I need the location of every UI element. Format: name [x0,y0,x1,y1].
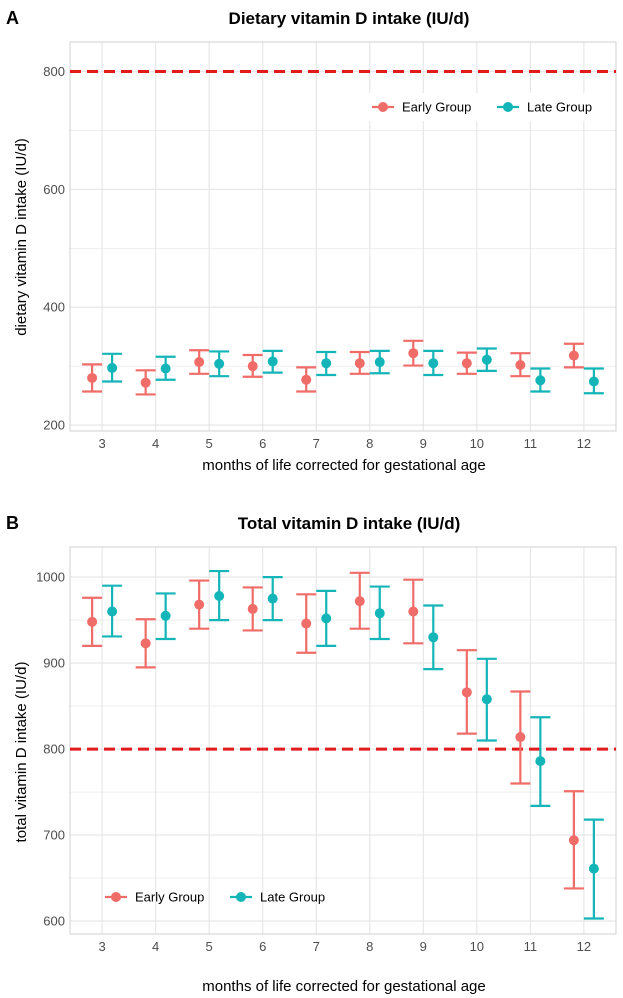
late-point [481,694,492,705]
y-tick-label: 600 [43,914,65,929]
early-point [194,357,205,368]
chart-title-a: Dietary vitamin D intake (IU/d) [229,9,470,28]
late-point [160,363,171,374]
legend-label-early: Early Group [402,100,471,115]
early-point [354,358,365,369]
early-point [247,603,258,614]
plot-area-b: 600 700 800 900 1000 3 4 5 6 7 8 9 10 11 12 Early Group… [36,546,617,954]
legend-key-late-point [503,102,513,112]
x-tick-label: 11 [524,939,538,954]
legend-key-early-point [111,892,121,902]
x-tick-label: 5 [206,436,213,451]
panel-letter-b: B [6,513,19,533]
x-axis-title-a: months of life corrected for gestational… [202,457,486,474]
early-point [408,606,419,617]
y-tick-label: 800 [43,64,65,79]
legend: Early Group Late Group [366,93,606,121]
x-tick-label: 7 [313,436,320,451]
plot-border [69,41,617,432]
x-tick-label: 10 [470,939,484,954]
early-point [87,616,98,627]
late-point [321,613,332,624]
x-tick-label: 5 [206,939,213,954]
late-point [214,591,225,602]
late-point [214,358,225,369]
legend-label-early: Early Group [135,890,204,905]
legend-key-early-point [378,102,388,112]
y-axis-title-b: total vitamin D intake (IU/d) [13,662,30,843]
early-point [301,374,312,385]
early-point [461,358,472,369]
late-point [160,610,171,621]
early-point [461,687,472,698]
early-point [408,348,419,359]
x-tick-label: 7 [313,939,320,954]
early-point [140,638,151,649]
early-point [87,372,98,383]
panel-letter-a: A [6,8,19,28]
y-tick-label: 700 [43,828,65,843]
y-tick-label: 1000 [36,570,65,585]
legend-label-late: Late Group [527,100,592,115]
x-tick-label: 6 [259,939,266,954]
x-tick-label: 8 [366,436,373,451]
x-tick-label: 12 [577,939,591,954]
late-point [267,593,278,604]
late-point [588,376,599,387]
late-point [107,362,118,373]
panel-a-dietary: A Dietary vitamin D intake (IU/d) 200 400… [6,8,617,474]
late-point [107,606,118,617]
x-tick-label: 9 [420,436,427,451]
y-tick-label: 800 [43,742,65,757]
early-point [140,377,151,388]
early-point [194,599,205,610]
late-point [321,358,332,369]
y-tick-label: 600 [43,182,65,197]
early-point [301,618,312,629]
early-point [354,596,365,607]
y-tick-label: 900 [43,656,65,671]
plot-border [69,546,617,935]
x-tick-label: 10 [470,436,484,451]
y-tick-label: 400 [43,300,65,315]
panel-b-total: B Total vitamin D intake (IU/d) 600 700 80… [6,513,617,995]
late-point [374,357,385,368]
late-point [535,756,546,767]
x-axis-title-b: months of life corrected for gestational… [202,978,486,995]
x-tick-label: 8 [366,939,373,954]
chart-title-b: Total vitamin D intake (IU/d) [238,514,461,533]
late-point [428,632,439,643]
legend-key-late-point [236,892,246,902]
early-point [568,350,579,361]
early-point [568,835,579,846]
x-tick-label: 3 [99,939,106,954]
legend-background [366,93,606,121]
early-point [247,361,258,372]
x-tick-label: 11 [524,436,538,451]
x-tick-label: 3 [99,436,106,451]
early-point [515,732,526,743]
late-point [481,354,492,365]
y-tick-label: 200 [43,418,65,433]
legend: Early Group Late Group [105,890,325,905]
early-point [515,359,526,370]
x-tick-label: 6 [259,436,266,451]
late-point [535,375,546,386]
plot-area-a: 200 400 600 800 3 4 5 6 7 8 9 10 11 12 Early Group Late… [43,41,617,451]
x-tick-label: 9 [420,939,427,954]
x-tick-label: 4 [152,436,159,451]
x-tick-label: 12 [577,436,591,451]
late-point [267,356,278,367]
y-axis-title-a: dietary vitamin D intake (IU/d) [13,138,30,336]
legend-label-late: Late Group [260,890,325,905]
late-point [428,358,439,369]
x-tick-label: 4 [152,939,159,954]
late-point [374,608,385,619]
late-point [588,863,599,874]
